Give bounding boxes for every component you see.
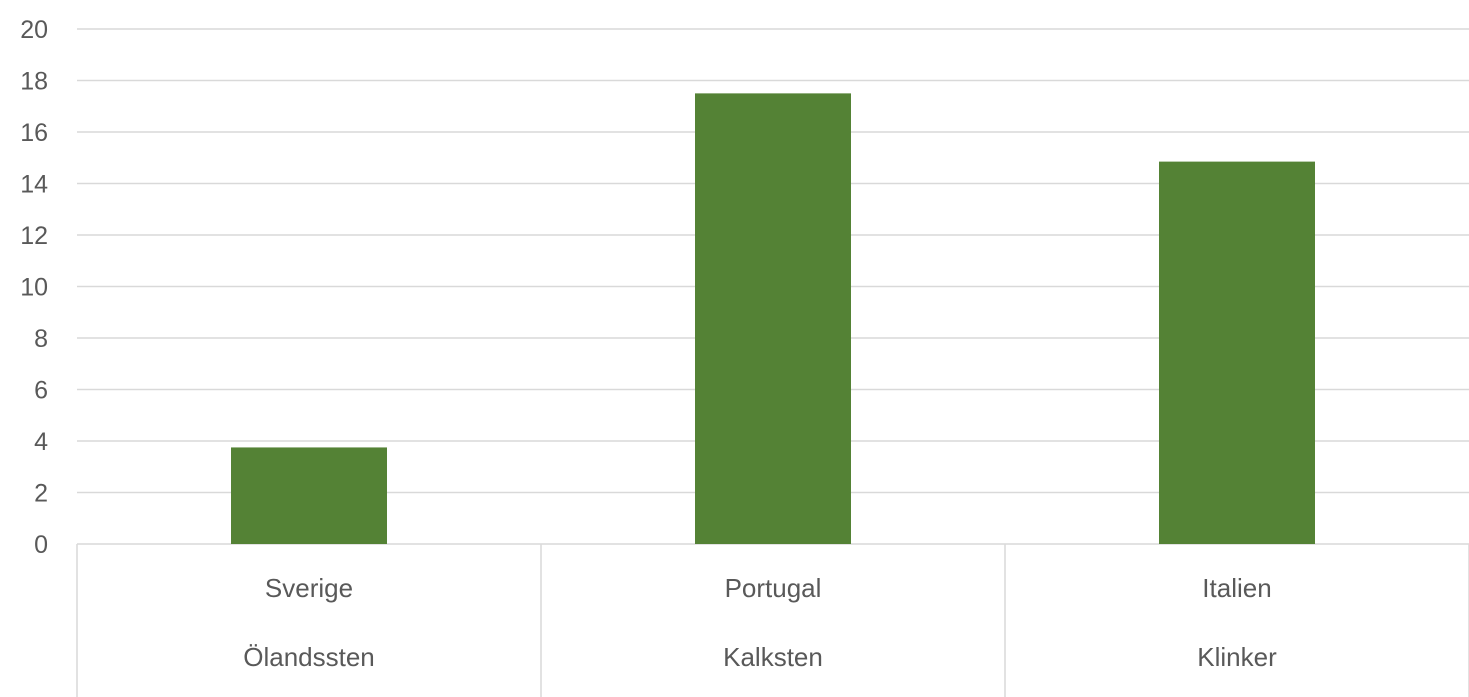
y-tick-label: 6 <box>34 377 48 405</box>
category-label-top: Portugal <box>725 573 822 603</box>
bar-sverige <box>231 447 387 544</box>
y-tick-label: 4 <box>34 428 48 456</box>
y-tick-label: 18 <box>20 68 48 96</box>
bar-italien <box>1159 161 1315 545</box>
y-tick-label: 10 <box>20 274 48 302</box>
category-label-top: Sverige <box>265 573 353 603</box>
y-tick-label: 12 <box>20 222 48 250</box>
category-labels: Sverige Ölandssten Portugal Kalksten Italien… <box>243 573 1277 672</box>
category-label-bottom: Ölandssten <box>243 642 375 672</box>
bar-portugal <box>695 93 851 544</box>
bars <box>231 93 1315 545</box>
y-tick-label: 0 <box>34 531 48 559</box>
category-label-top: Italien <box>1202 573 1271 603</box>
category-label-bottom: Kalksten <box>723 642 823 672</box>
category-label-bottom: Klinker <box>1197 642 1277 672</box>
y-tick-label: 8 <box>34 325 48 353</box>
y-tick-label: 20 <box>20 16 48 44</box>
axes <box>76 543 1469 697</box>
y-tick-label: 16 <box>20 119 48 147</box>
y-tick-labels: 0 2 4 6 8 10 12 14 16 18 20 <box>20 16 48 559</box>
y-tick-label: 14 <box>20 171 48 199</box>
y-tick-label: 2 <box>34 480 48 508</box>
